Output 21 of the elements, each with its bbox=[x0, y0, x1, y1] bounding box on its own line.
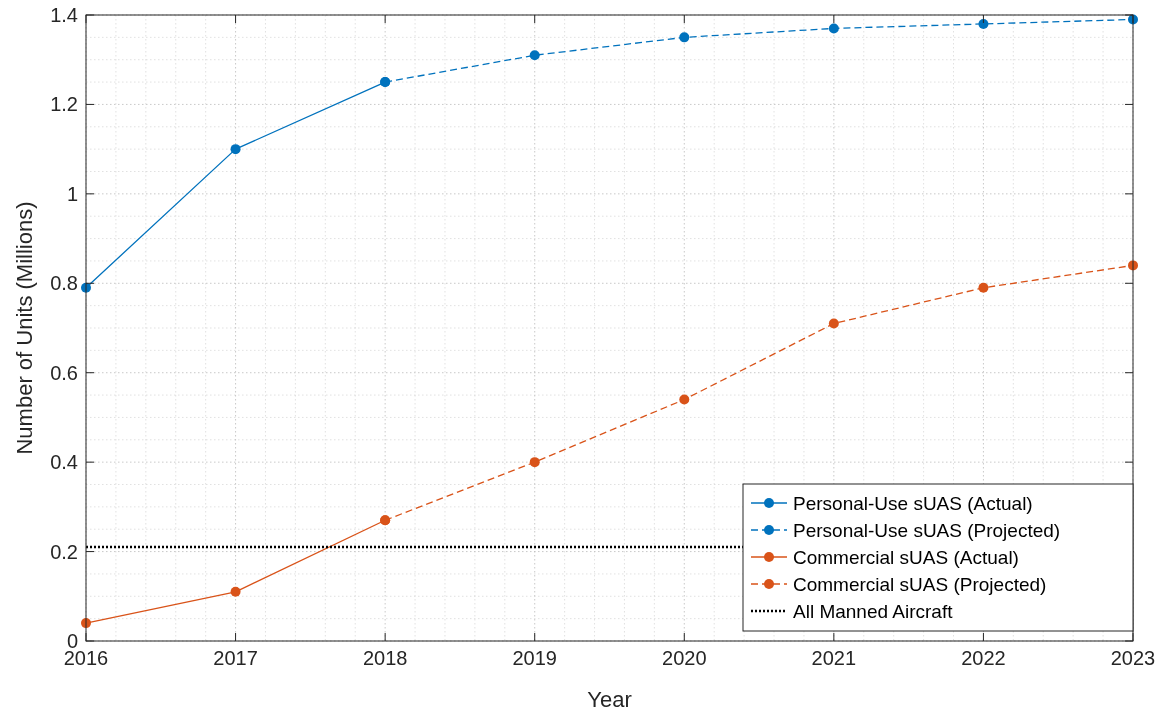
legend-label: Personal-Use sUAS (Projected) bbox=[793, 519, 1061, 541]
legend-label: Commercial sUAS (Projected) bbox=[793, 573, 1047, 595]
y-axis-title: Number of Units (Millions) bbox=[12, 201, 37, 455]
legend-label: Personal-Use sUAS (Actual) bbox=[793, 492, 1033, 514]
x-tick-label: 2023 bbox=[1110, 647, 1156, 669]
y-tick-label: 0.4 bbox=[50, 451, 78, 474]
x-tick-label: 2020 bbox=[662, 647, 707, 669]
x-tick-label: 2017 bbox=[213, 647, 258, 669]
x-tick-label: 2022 bbox=[961, 647, 1006, 669]
y-tick-label: 0.2 bbox=[50, 540, 78, 563]
y-tick-label: 1.4 bbox=[50, 4, 78, 26]
y-tick-label: 1.2 bbox=[50, 93, 78, 116]
x-tick-label: 2021 bbox=[811, 647, 857, 669]
x-axis-title: Year bbox=[587, 687, 632, 712]
legend-label: Commercial sUAS (Actual) bbox=[793, 546, 1019, 568]
y-tick-label: 0.6 bbox=[50, 361, 78, 384]
y-tick-label: 0.8 bbox=[50, 272, 78, 295]
legend-label: All Manned Aircraft bbox=[793, 600, 954, 622]
x-tick-label: 2019 bbox=[512, 647, 557, 669]
x-tick-label: 2018 bbox=[362, 647, 408, 669]
y-tick-label: 1 bbox=[66, 182, 78, 205]
